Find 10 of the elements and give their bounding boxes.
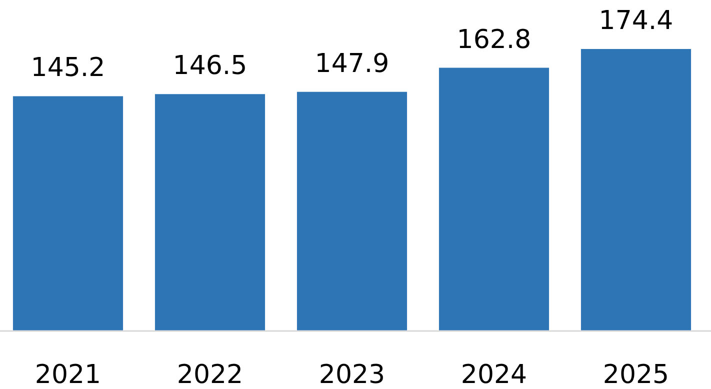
data-label: 147.9 [314,48,390,79]
x-tick-label: 2022 [176,360,244,389]
data-label: 145.2 [30,53,106,84]
data-label: 162.8 [456,24,532,55]
x-tick-label: 2025 [602,360,670,389]
data-label: 146.5 [172,51,248,82]
data-label: 174.4 [598,6,674,36]
x-tick-label: 2024 [460,360,528,389]
x-tick-label: 2021 [34,360,102,389]
x-tick-label: 2023 [318,360,386,389]
